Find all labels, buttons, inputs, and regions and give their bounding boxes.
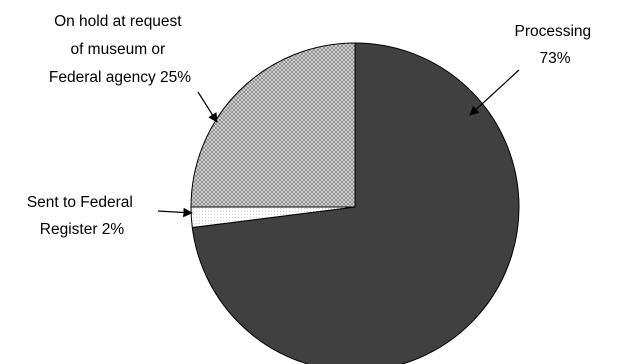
on-hold-label-line-1: On hold at request [54, 13, 182, 30]
processing-label-line-1: Processing [515, 23, 592, 40]
sent-to-register-callout-arrow [157, 207, 193, 218]
on-hold-label: On hold at request of museum or Federal … [49, 13, 191, 86]
on-hold-label-line-3: Federal agency 25% [49, 69, 191, 86]
sent-to-register-label-line-2: Register 2% [40, 221, 125, 238]
on-hold-callout-arrow [197, 91, 218, 123]
processing-label-line-2: 73% [539, 50, 570, 67]
pie-slices [190, 42, 520, 364]
sent-to-register-label-line-1: Sent to Federal [27, 194, 133, 211]
pie-slice-processing [191, 42, 520, 364]
on-hold-label-line-2: of museum or [70, 41, 165, 58]
processing-label: Processing 73% [515, 23, 596, 67]
processing-callout-arrow [469, 69, 520, 116]
sent-to-register-label: Sent to Federal Register 2% [27, 194, 137, 238]
pie-slice-on-hold-at-request-of-museum-or-federal-agency [190, 42, 356, 208]
callout-arrows [157, 69, 520, 218]
